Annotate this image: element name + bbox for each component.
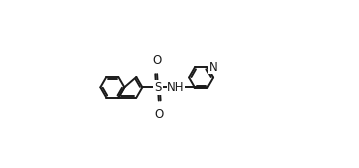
Text: N: N: [209, 61, 217, 74]
Text: NH: NH: [167, 81, 185, 94]
Text: S: S: [154, 81, 162, 94]
Text: O: O: [153, 54, 162, 67]
Text: O: O: [154, 108, 163, 121]
